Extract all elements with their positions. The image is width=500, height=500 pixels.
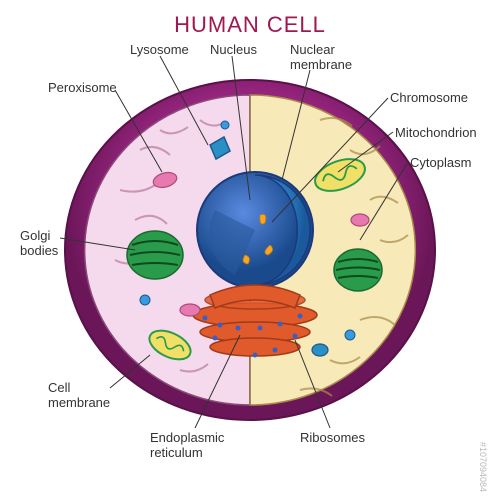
er-shape [193,285,317,356]
label-cytoplasm: Cytoplasm [410,155,471,170]
label-mitochondrion: Mitochondrion [395,125,477,140]
chromosome-shape [260,214,266,224]
label-nucleus: Nucleus [210,42,257,57]
label-lysosome: Lysosome [130,42,189,57]
label-peroxisome: Peroxisome [48,80,117,95]
label-ribosomes: Ribosomes [300,430,365,445]
cell-diagram [60,60,440,440]
label-golgi-bodies: Golgibodies [20,228,58,258]
golgi-right-shape [334,249,382,291]
label-cell-membrane: Cellmembrane [48,380,110,410]
diagram-title: HUMAN CELL [174,12,326,38]
label-endoplasmic-reticulum: Endoplasmicreticulum [150,430,224,460]
label-chromosome: Chromosome [390,90,468,105]
golgi-left-shape [127,231,183,279]
watermark: #107094084 [478,442,488,492]
label-nuclear-membrane: Nuclearmembrane [290,42,352,72]
nucleus-shape [197,172,313,288]
